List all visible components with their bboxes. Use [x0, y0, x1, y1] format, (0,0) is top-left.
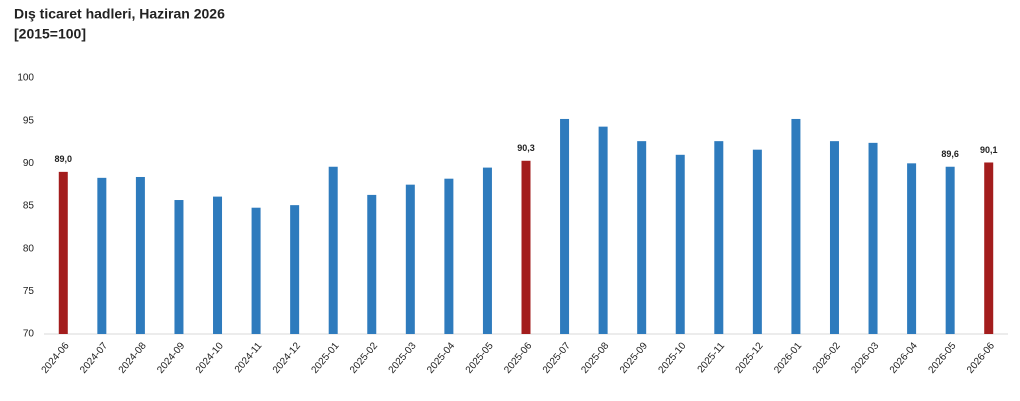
- value-label: 90,1: [980, 145, 998, 155]
- bar: [213, 196, 223, 334]
- bar: [791, 118, 801, 335]
- bar: [328, 166, 338, 334]
- bar: [714, 141, 724, 334]
- bar: [174, 200, 184, 334]
- y-tick-label: 85: [23, 201, 35, 212]
- x-tick-label: 2024-12: [271, 340, 303, 376]
- bar: [907, 163, 917, 334]
- x-tick-label: 2025-08: [579, 340, 611, 376]
- x-tick-label: 2026-01: [772, 340, 804, 376]
- x-tick-label: 2024-06: [40, 340, 72, 376]
- bar: [367, 194, 377, 334]
- x-tick-label: 2025-11: [696, 340, 728, 375]
- x-tick-label: 2025-05: [464, 340, 496, 376]
- bar: [58, 171, 68, 334]
- y-tick-label: 90: [23, 158, 35, 169]
- bar: [97, 177, 107, 334]
- bar: [829, 141, 839, 334]
- x-tick-label: 2026-06: [965, 340, 997, 376]
- chart-title: Dış ticaret hadleri, Haziran 2026: [14, 6, 225, 22]
- x-tick-label: 2025-12: [734, 340, 766, 376]
- x-tick-label: 2025-03: [387, 340, 419, 376]
- bar: [598, 126, 608, 334]
- x-tick-label: 2024-08: [117, 340, 149, 376]
- x-tick-label: 2025-02: [348, 340, 380, 376]
- bar: [405, 184, 415, 334]
- bar: [945, 166, 955, 334]
- x-tick-label: 2025-10: [657, 340, 689, 376]
- x-tick-label: 2025-07: [541, 340, 573, 376]
- x-tick-label: 2026-04: [888, 340, 920, 376]
- value-label: 89,0: [55, 154, 73, 164]
- bar: [675, 154, 685, 334]
- y-tick-label: 75: [23, 286, 35, 297]
- chart-subtitle: [2015=100]: [14, 26, 86, 42]
- y-tick-label: 100: [17, 73, 34, 84]
- x-tick-label: 2024-07: [78, 340, 110, 376]
- x-tick-label: 2026-02: [811, 340, 843, 376]
- value-label: 90,3: [517, 143, 535, 153]
- bar: [560, 118, 570, 335]
- bar: [444, 178, 454, 334]
- y-tick-label: 80: [23, 243, 35, 254]
- x-tick-label: 2024-09: [155, 340, 187, 376]
- x-tick-label: 2024-11: [233, 340, 265, 375]
- bar: [290, 205, 300, 334]
- y-tick-label: 70: [23, 329, 35, 340]
- bar: [637, 141, 647, 334]
- bar: [752, 149, 762, 334]
- x-tick-label: 2025-06: [502, 340, 534, 376]
- bar: [521, 160, 531, 334]
- x-tick-label: 2024-10: [194, 340, 226, 376]
- bar: [984, 162, 994, 334]
- x-tick-label: 2025-09: [618, 340, 650, 376]
- x-tick-label: 2025-01: [310, 340, 342, 376]
- bar: [868, 142, 878, 334]
- x-tick-label: 2026-05: [926, 340, 958, 376]
- value-label: 89,6: [941, 149, 959, 159]
- y-tick-label: 95: [23, 115, 35, 126]
- x-tick-label: 2026-03: [849, 340, 881, 376]
- x-tick-label: 2025-04: [425, 340, 457, 376]
- bar: [251, 207, 261, 334]
- bar: [135, 176, 145, 334]
- bar: [482, 167, 492, 334]
